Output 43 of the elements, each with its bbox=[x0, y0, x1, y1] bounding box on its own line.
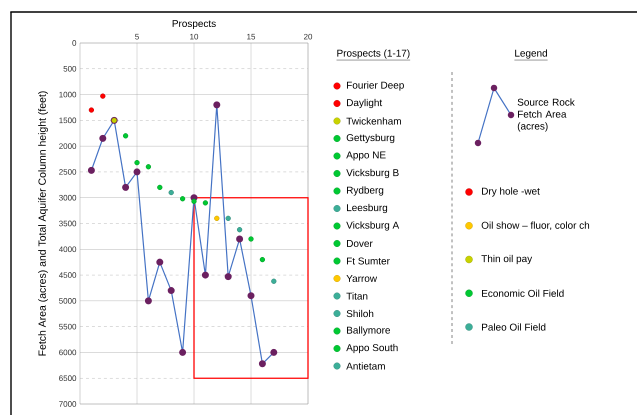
point bbox=[88, 107, 94, 113]
text: Ft Sumter bbox=[347, 257, 390, 265]
text: Prospects (1-17) bbox=[337, 49, 410, 59]
text: Gettysburg bbox=[346, 134, 394, 144]
text: Titan bbox=[346, 292, 368, 300]
text: Vicksburg A bbox=[346, 221, 400, 231]
text: Dover bbox=[347, 240, 373, 247]
point bbox=[122, 133, 128, 138]
text: Twickenham bbox=[346, 117, 401, 125]
legend-label: Oil show – fluor, color ch bbox=[482, 222, 590, 230]
point bbox=[271, 278, 276, 284]
text: Ballymore bbox=[347, 326, 390, 336]
legend-title: Legend bbox=[515, 49, 547, 59]
y-axis-title: Fetch Area (acres) and Total Aquifer Column height (feet) bbox=[38, 91, 48, 356]
point bbox=[248, 236, 254, 242]
point bbox=[260, 256, 266, 262]
text: Antietam bbox=[346, 362, 385, 370]
text: Daylight bbox=[347, 98, 382, 108]
legend-label: Economic Oil Field bbox=[482, 290, 564, 297]
x-axis-title: Prospects bbox=[172, 20, 216, 29]
text: Leesburg bbox=[347, 204, 388, 214]
point bbox=[134, 160, 140, 166]
point bbox=[191, 198, 197, 204]
point bbox=[146, 164, 152, 170]
point bbox=[236, 227, 242, 232]
text: Yarrow bbox=[346, 275, 378, 282]
text: Fourier Deep bbox=[347, 81, 404, 91]
legend-label: Source Rock Fetch Area (acres) bbox=[518, 98, 575, 132]
text: Appo NE bbox=[346, 152, 386, 160]
text: Shiloh bbox=[346, 310, 374, 318]
legend-label: Paleo Oil Field bbox=[482, 323, 546, 331]
point bbox=[168, 190, 174, 196]
point bbox=[180, 196, 186, 202]
text: Vicksburg B bbox=[346, 168, 399, 178]
point bbox=[157, 184, 162, 190]
text: Rydberg bbox=[347, 186, 384, 196]
legend-label: Thin oil pay bbox=[481, 254, 532, 264]
point bbox=[202, 200, 208, 206]
point bbox=[214, 216, 220, 221]
legend-label: Dry hole -wet bbox=[482, 187, 540, 197]
point bbox=[226, 216, 231, 221]
text: Appo South bbox=[346, 344, 398, 354]
point bbox=[100, 93, 106, 99]
